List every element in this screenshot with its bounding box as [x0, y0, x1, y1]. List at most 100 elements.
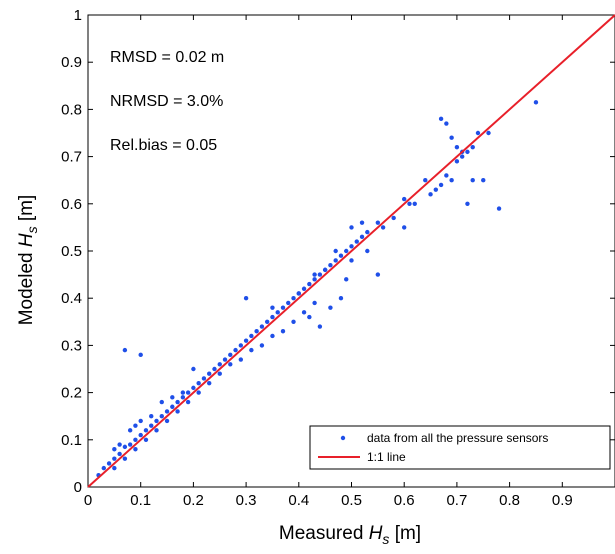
legend-box — [309, 425, 611, 470]
data-point — [154, 428, 159, 433]
data-point — [122, 444, 128, 450]
data-point — [201, 376, 207, 381]
x-tick-label: 0.9 — [552, 492, 573, 509]
y-tick-label: 1 — [74, 7, 82, 24]
data-point — [338, 296, 344, 301]
data-point — [454, 159, 460, 164]
annotation-rmsd: RMSD = 0.02 m — [110, 49, 224, 66]
data-point — [354, 239, 359, 244]
y-tick-label: 0.4 — [61, 290, 82, 307]
y-axis-label-main: Modeled — [16, 247, 37, 325]
data-point — [149, 423, 154, 428]
data-point — [291, 296, 296, 301]
data-point — [249, 333, 254, 339]
one-to-one-line — [87, 14, 615, 488]
data-point — [449, 135, 454, 140]
data-point — [222, 357, 228, 362]
data-point — [238, 343, 244, 348]
data-point — [259, 343, 265, 348]
y-tick-label: 0.5 — [61, 243, 82, 260]
data-point — [312, 300, 317, 306]
x-tick-label: 0.4 — [288, 492, 309, 509]
data-point — [470, 178, 475, 183]
data-point — [259, 324, 265, 329]
data-point — [349, 258, 354, 263]
y-axis-label-sub: s — [24, 226, 40, 233]
data-point — [243, 338, 249, 343]
data-point — [112, 456, 117, 461]
data-point — [270, 305, 275, 310]
data-point — [286, 300, 291, 306]
data-point — [238, 357, 244, 362]
data-point — [270, 314, 275, 320]
data-point — [423, 178, 428, 183]
data-point — [365, 248, 370, 254]
data-point — [175, 399, 180, 405]
x-axis-label-main: Measured — [279, 523, 369, 544]
data-point — [164, 418, 170, 424]
data-point — [338, 253, 344, 258]
data-point — [402, 196, 407, 202]
data-point — [333, 248, 338, 254]
data-point — [280, 329, 286, 334]
data-point — [106, 461, 112, 466]
legend-marker-data — [340, 435, 346, 441]
data-point — [217, 371, 222, 376]
legend-label-data: data from all the pressure sensors — [367, 431, 548, 445]
data-point — [117, 451, 122, 457]
data-point — [138, 418, 143, 424]
data-point — [438, 182, 444, 188]
data-point — [349, 225, 354, 230]
data-point — [264, 319, 270, 324]
data-point — [170, 404, 175, 409]
data-point — [112, 465, 117, 471]
data-point — [143, 437, 149, 442]
data-point — [328, 305, 333, 310]
y-tick-label: 0.8 — [61, 101, 82, 118]
data-point — [470, 144, 475, 150]
data-point — [149, 414, 154, 419]
data-point — [127, 442, 133, 447]
x-axis-label: Measured Hs [m] — [279, 523, 421, 547]
data-point — [191, 366, 196, 372]
data-point — [365, 229, 370, 235]
data-point — [228, 362, 233, 367]
y-tick-label: 0.6 — [61, 196, 82, 213]
data-point — [164, 409, 170, 414]
data-point — [449, 178, 454, 183]
annotation-nrmsd: NRMSD = 3.0% — [110, 93, 223, 110]
x-tick-label: 0.7 — [446, 492, 467, 509]
data-point — [207, 371, 212, 376]
data-point — [375, 272, 381, 277]
data-point — [454, 144, 460, 150]
data-point — [243, 296, 249, 301]
data-point — [270, 333, 275, 339]
x-axis-label-var: H — [369, 523, 383, 544]
data-point — [233, 347, 238, 353]
y-axis-label-var: H — [16, 233, 37, 247]
data-point — [122, 456, 128, 461]
data-point — [391, 215, 396, 221]
data-point — [180, 390, 186, 395]
data-point — [328, 262, 333, 268]
data-point — [412, 201, 417, 206]
data-point — [375, 220, 381, 225]
data-point — [291, 319, 296, 324]
y-tick-label: 0.9 — [61, 54, 82, 71]
x-tick-label: 0.5 — [341, 492, 362, 509]
y-tick-label: 0 — [74, 479, 82, 496]
data-point — [101, 465, 107, 471]
x-tick-label: 0.8 — [499, 492, 520, 509]
data-point — [407, 201, 412, 206]
data-point — [254, 329, 259, 334]
x-tick-label: 0.1 — [130, 492, 151, 509]
data-point — [533, 100, 539, 105]
data-point — [180, 395, 186, 400]
annotation-relbias: Rel.bias = 0.05 — [110, 137, 217, 154]
y-tick-label: 0.7 — [61, 149, 82, 166]
data-point — [275, 310, 280, 315]
data-point — [333, 258, 338, 263]
data-point — [159, 414, 164, 419]
data-point — [228, 352, 233, 358]
